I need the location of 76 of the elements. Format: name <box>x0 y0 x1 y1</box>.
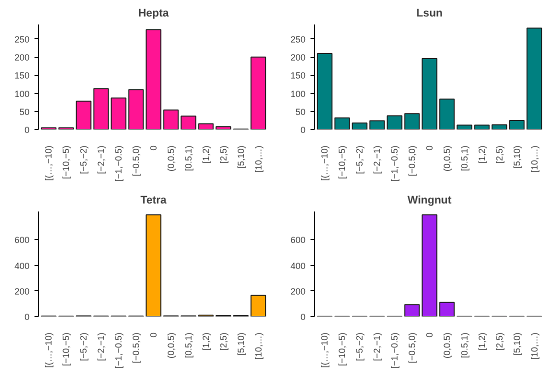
x-tick-label: [−5,−2) <box>354 145 365 174</box>
y-tick-label: 400 <box>290 260 306 271</box>
x-tick-label: [−1,−0.5) <box>390 145 400 182</box>
x-tick-label: [10,…) <box>529 332 540 360</box>
x-tick-label: (0,0.5) <box>166 332 176 359</box>
x-tick-label: [5,10) <box>512 332 522 356</box>
x-tick-label: [1,2) <box>200 145 211 164</box>
x-tick-label: [−10,−5) <box>337 332 348 366</box>
x-tick-label: [(…,−10) <box>320 332 330 368</box>
y-tick-label: 0 <box>24 125 30 135</box>
x-tick-label: [−5,−2) <box>354 332 365 362</box>
x-tick-label: [−5,−2) <box>78 145 89 174</box>
x-tick-label: [−1,−0.5) <box>114 332 124 369</box>
x-tick-label: [0.5,1) <box>459 145 470 172</box>
y-tick-label: 100 <box>290 88 306 99</box>
x-tick-label: [(…,−10) <box>44 145 54 181</box>
x-tick-label: 0 <box>148 332 158 338</box>
x-tick-label: [−2,−1) <box>372 332 382 362</box>
y-tick-label: 0 <box>300 125 306 135</box>
chart-title: Wingnut <box>408 194 452 206</box>
y-tick-label: 600 <box>290 235 306 246</box>
x-tick-label: [−1,−0.5) <box>390 332 400 369</box>
x-tick-label: (0,0.5) <box>442 332 452 359</box>
x-tick-label: [−0.5,0) <box>131 145 142 176</box>
y-tick-label: 250 <box>14 34 30 44</box>
y-tick-label: 150 <box>14 70 30 81</box>
y-tick-label: 400 <box>14 260 30 271</box>
x-tick-label: [2,5) <box>218 332 228 351</box>
x-tick-label: [−2,−1) <box>372 145 382 174</box>
x-tick-label: [10,…) <box>529 145 540 173</box>
x-tick-label: [1,2) <box>476 145 487 164</box>
x-tick-label: [0.5,1) <box>183 145 194 172</box>
x-tick-label: [2,5) <box>218 145 228 164</box>
chart-title: Hepta <box>138 8 170 20</box>
x-tick-label: 0 <box>424 145 434 151</box>
chart-title: Lsun <box>416 8 443 20</box>
y-tick-label: 200 <box>290 52 306 63</box>
y-tick-label: 200 <box>290 286 306 296</box>
x-tick-label: [10,…) <box>253 145 264 173</box>
x-tick-label: [0.5,1) <box>183 332 194 358</box>
chart-title: Tetra <box>140 194 168 206</box>
x-tick-label: [0.5,1) <box>459 332 470 358</box>
x-tick-label: [(…,−10) <box>44 332 54 368</box>
x-tick-label: [−0.5,0) <box>407 332 418 364</box>
x-tick-label: 0 <box>424 332 434 338</box>
y-tick-label: 250 <box>290 34 306 44</box>
x-tick-label: [−10,−5) <box>337 145 348 180</box>
y-tick-label: 100 <box>14 88 30 99</box>
y-tick-label: 200 <box>14 286 30 296</box>
x-tick-label: [5,10) <box>236 332 246 356</box>
x-tick-label: (0,0.5) <box>166 145 176 172</box>
x-tick-label: [5,10) <box>236 145 246 169</box>
x-tick-label: [5,10) <box>512 145 522 169</box>
x-tick-label: [−0.5,0) <box>407 145 418 176</box>
x-tick-label: [−1,−0.5) <box>114 145 124 182</box>
x-tick-label: [−10,−5) <box>61 145 72 180</box>
x-tick-label: [1,2) <box>200 332 211 351</box>
y-tick-label: 50 <box>19 106 30 117</box>
x-tick-label: [(…,−10) <box>320 145 330 181</box>
y-tick-label: 200 <box>14 52 30 63</box>
x-tick-label: [1,2) <box>476 332 487 351</box>
x-tick-label: [−2,−1) <box>96 332 106 362</box>
x-tick-label: [10,…) <box>253 332 264 360</box>
x-tick-label: (0,0.5) <box>442 145 452 172</box>
y-tick-label: 0 <box>300 312 306 322</box>
y-tick-label: 600 <box>14 235 30 246</box>
x-tick-label: [−5,−2) <box>78 332 89 362</box>
x-tick-label: [−0.5,0) <box>131 332 142 364</box>
x-tick-label: [−10,−5) <box>61 332 72 366</box>
x-tick-label: [−2,−1) <box>96 145 106 174</box>
y-tick-label: 50 <box>295 106 306 117</box>
y-tick-label: 0 <box>24 312 30 322</box>
x-tick-label: [2,5) <box>494 332 504 351</box>
y-tick-label: 150 <box>290 70 306 81</box>
x-tick-label: [2,5) <box>494 145 504 164</box>
x-tick-label: 0 <box>148 145 158 151</box>
